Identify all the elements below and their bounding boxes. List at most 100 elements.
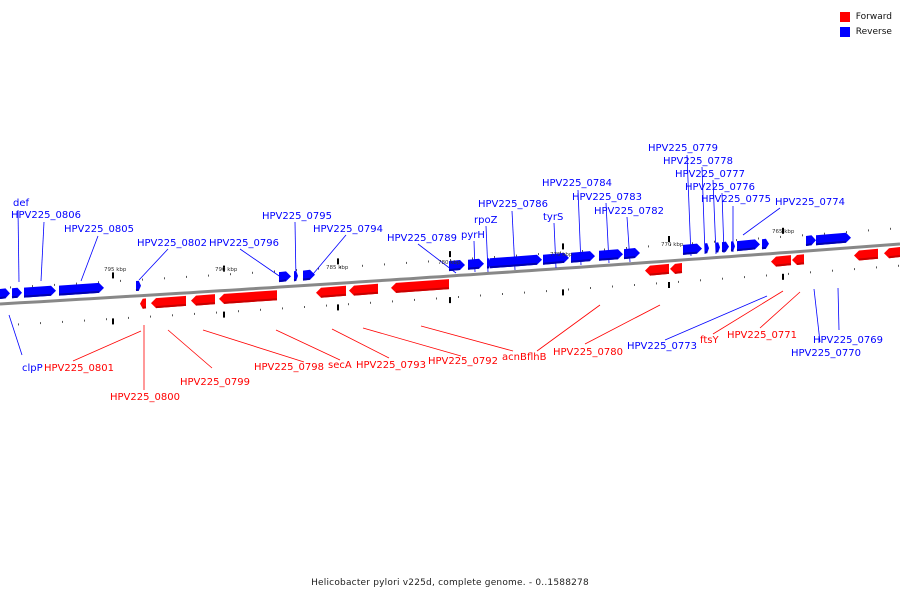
tick-dot bbox=[18, 323, 19, 326]
gene-arrow bbox=[467, 258, 484, 270]
tick-dot bbox=[744, 276, 745, 279]
tick-dot bbox=[758, 237, 759, 240]
gene-label: HPV225_0783 bbox=[572, 192, 642, 203]
gene-shade bbox=[195, 302, 216, 306]
gene-arrow bbox=[761, 238, 769, 250]
gene-shade bbox=[395, 287, 450, 293]
leader-line bbox=[686, 154, 692, 257]
tick-dot bbox=[890, 227, 891, 230]
gene-label: HPV225_0802 bbox=[137, 238, 207, 249]
gene-label: HPV225_0786 bbox=[478, 199, 548, 210]
leader-line bbox=[813, 288, 821, 343]
gene-body bbox=[294, 270, 298, 282]
gene-label: HPV225_0798 bbox=[254, 362, 324, 373]
leader-line bbox=[759, 291, 801, 329]
gene-label: HPV225_0800 bbox=[110, 392, 180, 403]
leader-line bbox=[80, 235, 99, 282]
leader-line bbox=[8, 314, 23, 356]
tick-dot bbox=[810, 271, 811, 274]
gene-arrow bbox=[730, 241, 735, 252]
gene-shade bbox=[489, 262, 538, 269]
tick-dot bbox=[98, 281, 99, 284]
tick-dot bbox=[612, 285, 613, 288]
tick-dot bbox=[458, 296, 459, 298]
tick-dot bbox=[480, 294, 481, 297]
tick-dot bbox=[120, 279, 121, 282]
major-tick bbox=[223, 311, 225, 318]
scale-label: 775 kbp bbox=[550, 252, 573, 258]
gene-label: HPV225_0776 bbox=[685, 182, 755, 193]
gene-shade bbox=[570, 259, 591, 263]
gene-shade bbox=[623, 256, 636, 260]
gene-shade bbox=[888, 255, 900, 259]
gene-body bbox=[705, 243, 709, 254]
tick-dot bbox=[10, 286, 11, 289]
gene-label: HPV225_0801 bbox=[44, 363, 114, 374]
gene-shade bbox=[302, 277, 311, 281]
tick-dot bbox=[406, 261, 407, 264]
gene-label: HPV225_0779 bbox=[648, 143, 718, 154]
major-tick bbox=[223, 265, 225, 272]
gene-arrow bbox=[23, 285, 56, 298]
tick-dot bbox=[216, 311, 217, 314]
tick-dot bbox=[230, 273, 231, 276]
genome-caption: Helicobacter pylori v225d, complete geno… bbox=[311, 578, 589, 588]
tick-dot bbox=[568, 288, 569, 291]
tick-dot bbox=[846, 231, 847, 234]
gene-body bbox=[12, 287, 22, 299]
gene-body bbox=[806, 235, 816, 246]
tick-dot bbox=[788, 272, 789, 275]
tick-dot bbox=[604, 248, 605, 251]
tick-dot bbox=[252, 271, 253, 274]
gene-label: HPV225_0794 bbox=[313, 224, 383, 235]
gene-label: HPV225_0770 bbox=[791, 348, 861, 359]
gene-body bbox=[624, 248, 640, 260]
gene-body bbox=[683, 243, 702, 255]
leader-line bbox=[584, 304, 661, 345]
tick-dot bbox=[824, 232, 825, 235]
leader-line bbox=[701, 166, 706, 255]
tick-dot bbox=[700, 279, 701, 282]
gene-body bbox=[762, 238, 769, 250]
gene-label: HPV225_0789 bbox=[387, 233, 457, 244]
tick-dot bbox=[692, 242, 693, 245]
gene-label: secA bbox=[328, 360, 352, 371]
gene-shade bbox=[353, 291, 379, 296]
leader-line bbox=[712, 290, 784, 335]
tick-dot bbox=[32, 285, 33, 288]
gene-arrow bbox=[191, 294, 216, 306]
scale-label: 770 kbp bbox=[661, 242, 684, 248]
tick-dot bbox=[722, 277, 723, 280]
gene-label: HPV225_0777 bbox=[675, 169, 745, 180]
gene-arrow bbox=[151, 295, 187, 309]
tick-dot bbox=[128, 316, 129, 319]
gene-label: HPV225_0806 bbox=[11, 210, 81, 221]
tick-dot bbox=[40, 322, 41, 325]
major-tick bbox=[112, 318, 114, 325]
tick-dot bbox=[296, 269, 297, 271]
tick-dot bbox=[150, 315, 151, 318]
tick-dot bbox=[634, 284, 635, 286]
legend-item-forward: Forward bbox=[839, 9, 892, 24]
major-tick bbox=[449, 297, 451, 304]
leader-line bbox=[362, 327, 462, 357]
tick-dot bbox=[62, 320, 63, 323]
gene-arrow bbox=[542, 252, 569, 265]
tick-dot bbox=[494, 256, 495, 258]
gene-arrow bbox=[884, 247, 900, 259]
gene-arrow bbox=[0, 288, 10, 299]
gene-label: acnB bbox=[502, 352, 527, 363]
gene-arrow bbox=[278, 271, 291, 283]
gene-shade bbox=[448, 268, 461, 272]
tick-dot bbox=[238, 310, 239, 313]
gene-label: HPV225_0775 bbox=[701, 194, 771, 205]
major-tick bbox=[562, 243, 564, 250]
tick-dot bbox=[472, 257, 473, 260]
scale-label: 785 kbp bbox=[326, 265, 349, 271]
tick-dot bbox=[450, 259, 451, 261]
gene-label: tyrS bbox=[543, 212, 563, 223]
tick-dot bbox=[142, 278, 143, 281]
tick-dot bbox=[304, 306, 305, 308]
gene-label: HPV225_0792 bbox=[428, 356, 498, 367]
